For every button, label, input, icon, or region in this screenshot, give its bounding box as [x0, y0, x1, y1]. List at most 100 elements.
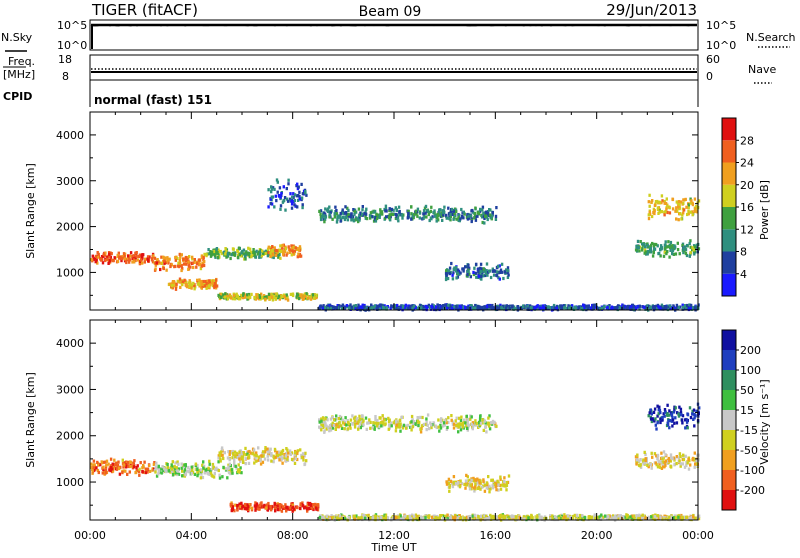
range-cell: [492, 486, 494, 489]
range-cell: [323, 429, 325, 432]
range-cell: [302, 203, 304, 206]
range-cell: [98, 471, 100, 474]
range-cell: [279, 208, 281, 211]
range-cell: [176, 466, 178, 469]
range-cell: [333, 418, 335, 421]
range-cell: [419, 212, 421, 215]
range-cell: [379, 416, 381, 419]
range-cell: [467, 215, 469, 218]
range-cell: [389, 419, 391, 422]
range-cell: [419, 216, 421, 219]
noise-right-tick-high: 10^5: [706, 19, 736, 32]
range-cell: [194, 258, 196, 261]
range-cell: [212, 463, 214, 466]
range-cell: [279, 503, 281, 506]
range-cell: [449, 516, 451, 519]
range-cell: [694, 466, 696, 469]
range-cell: [144, 260, 146, 263]
range-cell: [232, 452, 234, 455]
range-cell: [202, 460, 204, 463]
range-cell: [102, 261, 104, 264]
range-cell: [285, 254, 287, 257]
range-cell: [196, 468, 198, 471]
range-cell: [137, 258, 139, 261]
range-cell: [671, 424, 673, 427]
range-cell: [490, 421, 492, 424]
range-cell: [365, 208, 367, 211]
range-cell: [451, 208, 453, 211]
range-cell: [110, 458, 112, 461]
range-cell: [694, 207, 696, 210]
range-cell: [244, 296, 246, 299]
range-cell: [322, 416, 324, 419]
range-cell: [395, 213, 397, 216]
range-cell: [349, 427, 351, 430]
range-cell: [244, 257, 246, 260]
range-cell: [477, 267, 479, 270]
range-cell: [669, 249, 671, 252]
range-cell: [334, 212, 336, 215]
range-cell: [145, 471, 147, 474]
range-cell: [390, 304, 392, 307]
range-cell: [678, 218, 680, 221]
range-cell: [301, 456, 303, 459]
range-cell: [178, 265, 180, 268]
range-cell: [395, 206, 397, 209]
range-cell: [247, 247, 249, 250]
range-cell: [140, 258, 142, 261]
cpid-panel: CPID normal (fast) 151: [3, 80, 698, 107]
range-cell: [655, 427, 657, 430]
range-cell: [255, 460, 257, 463]
range-cell: [103, 253, 105, 256]
range-cell: [664, 247, 666, 250]
range-cell: [238, 457, 240, 460]
range-cell: [117, 260, 119, 263]
range-cell: [650, 463, 652, 466]
range-cell: [642, 514, 644, 517]
range-cell: [690, 416, 692, 419]
range-cell: [447, 269, 449, 272]
range-cell: [452, 218, 454, 221]
range-cell: [677, 242, 679, 245]
range-cell: [229, 257, 231, 260]
range-cell: [271, 296, 273, 299]
range-cell: [485, 211, 487, 214]
range-cell: [554, 515, 556, 518]
range-cell: [440, 426, 442, 429]
range-cell: [218, 469, 220, 472]
range-cell: [656, 421, 658, 424]
range-cell: [164, 469, 166, 472]
range-cell: [281, 452, 283, 455]
range-cell: [692, 213, 694, 216]
range-cell: [294, 451, 296, 454]
range-cell: [638, 246, 640, 249]
range-cell: [480, 270, 482, 273]
nave-label: Nave: [748, 63, 776, 76]
range-cell: [654, 204, 656, 207]
range-cell: [665, 306, 667, 309]
range-cell: [285, 454, 287, 457]
range-cell: [270, 454, 272, 457]
range-cell: [248, 462, 250, 465]
range-cell: [464, 265, 466, 268]
range-cell: [210, 472, 212, 475]
range-cell: [661, 247, 663, 250]
range-cell: [651, 452, 653, 455]
range-cell: [661, 457, 663, 460]
range-cell: [222, 466, 224, 469]
range-cell: [427, 424, 429, 427]
range-cell: [283, 295, 285, 298]
range-cell: [411, 415, 413, 418]
range-cell: [128, 261, 130, 264]
range-cell: [289, 506, 291, 509]
range-cell: [323, 220, 325, 223]
range-cell: [361, 415, 363, 418]
range-cell: [637, 240, 639, 243]
range-cell: [351, 423, 353, 426]
range-cell: [401, 213, 403, 216]
range-cell: [678, 459, 680, 462]
range-cell: [328, 206, 330, 209]
range-cell: [134, 471, 136, 474]
range-cell: [318, 210, 320, 213]
